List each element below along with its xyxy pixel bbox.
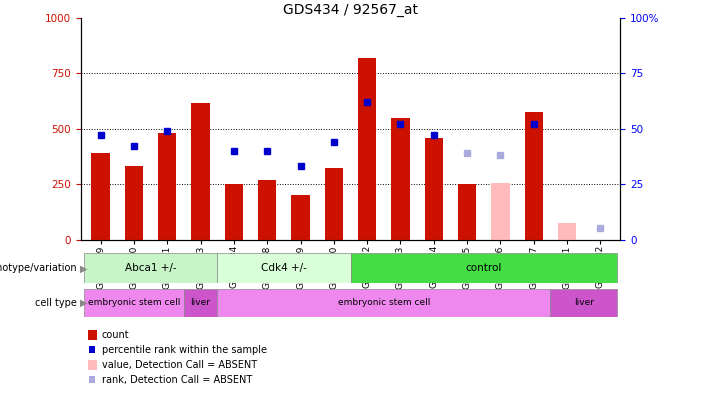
Text: count: count	[102, 329, 129, 340]
Bar	[524, 112, 543, 240]
Text: Abca1 +/-: Abca1 +/-	[125, 263, 177, 273]
Text: value, Detection Call = ABSENT: value, Detection Call = ABSENT	[102, 360, 257, 370]
Bar	[91, 153, 110, 240]
Text: genotype/variation: genotype/variation	[0, 263, 77, 273]
Bar	[292, 195, 310, 240]
Bar	[491, 183, 510, 240]
Bar	[558, 223, 576, 240]
Bar	[217, 253, 350, 283]
Bar	[225, 184, 243, 240]
Bar	[550, 289, 617, 317]
Bar	[391, 118, 409, 240]
Bar	[184, 289, 217, 317]
Text: ▶: ▶	[80, 298, 88, 308]
Bar	[258, 180, 276, 240]
Bar	[358, 58, 376, 240]
Bar	[325, 168, 343, 240]
Bar	[458, 184, 476, 240]
Bar	[425, 137, 443, 240]
Text: embryonic stem cell: embryonic stem cell	[338, 299, 430, 307]
Text: Cdk4 +/-: Cdk4 +/-	[261, 263, 307, 273]
Text: liver: liver	[191, 299, 210, 307]
Title: GDS434 / 92567_at: GDS434 / 92567_at	[283, 3, 418, 17]
Bar	[158, 133, 177, 240]
Bar	[191, 103, 210, 240]
Bar	[217, 289, 550, 317]
Text: cell type: cell type	[35, 298, 77, 308]
Text: liver: liver	[573, 299, 594, 307]
Bar	[125, 166, 143, 240]
Text: embryonic stem cell: embryonic stem cell	[88, 299, 180, 307]
Bar	[84, 253, 217, 283]
Bar	[350, 253, 617, 283]
Text: percentile rank within the sample: percentile rank within the sample	[102, 345, 266, 355]
Text: control: control	[465, 263, 502, 273]
Text: rank, Detection Call = ABSENT: rank, Detection Call = ABSENT	[102, 375, 252, 385]
Bar	[84, 289, 184, 317]
Text: ▶: ▶	[80, 263, 88, 273]
